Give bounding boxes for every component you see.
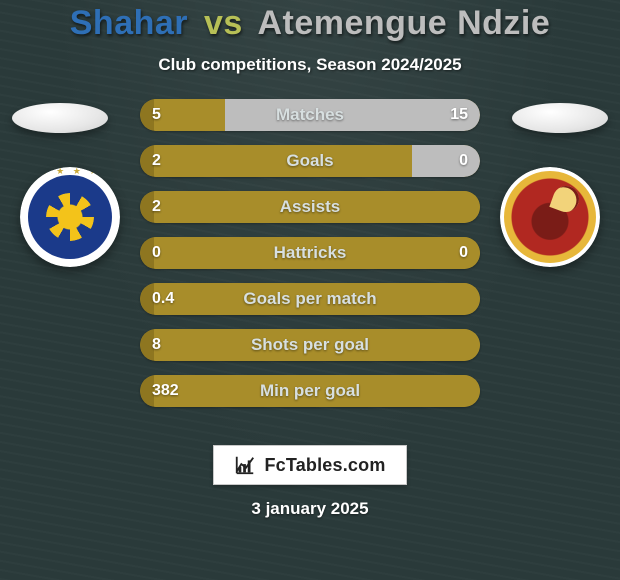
- chart-icon: [234, 454, 256, 476]
- player1-plate: [12, 103, 108, 133]
- stat-label: Assists: [140, 191, 480, 223]
- stat-label: Goals: [140, 145, 480, 177]
- stat-value-player1: 382: [140, 375, 191, 407]
- stat-value-player2: 15: [438, 99, 480, 131]
- stat-value-player1: 0.4: [140, 283, 186, 315]
- stat-label: Matches: [140, 99, 480, 131]
- brand-badge: FcTables.com: [213, 445, 406, 485]
- stat-row: Shots per goal8: [140, 329, 480, 361]
- stat-value-player2: 0: [447, 237, 480, 269]
- player2-club-crest: [500, 167, 600, 267]
- player2-plate: [512, 103, 608, 133]
- stat-label: Hattricks: [140, 237, 480, 269]
- stat-bars: Matches515Goals20Assists2Hattricks00Goal…: [140, 99, 480, 407]
- player1-name: Shahar: [70, 4, 188, 42]
- player2-name: Atemengue Ndzie: [257, 4, 550, 42]
- vs-text: vs: [204, 4, 243, 42]
- stat-value-player1: 8: [140, 329, 173, 361]
- stat-value-player1: 5: [140, 99, 173, 131]
- page-title: Shahar vs Atemengue Ndzie: [0, 4, 620, 43]
- stat-row: Goals per match0.4: [140, 283, 480, 315]
- stat-value-player2: 0: [447, 145, 480, 177]
- stat-row: Goals2 0: [140, 145, 480, 177]
- player1-club-crest: ★ ★ ★ ★: [20, 167, 120, 267]
- stat-row: Hattricks0 0: [140, 237, 480, 269]
- stat-label: Shots per goal: [140, 329, 480, 361]
- stat-value-player1: 2: [140, 145, 173, 177]
- stat-label: Min per goal: [140, 375, 480, 407]
- stat-row: Assists2: [140, 191, 480, 223]
- comparison-card: Shahar vs Atemengue Ndzie Club competiti…: [0, 0, 620, 580]
- stat-row: Matches5 15: [140, 99, 480, 131]
- comparison-body: ★ ★ ★ ★ Matches515Goals20Assists2Hattric…: [0, 99, 620, 429]
- stat-value-player1: 2: [140, 191, 173, 223]
- stat-value-player1: 0: [140, 237, 173, 269]
- stat-label: Goals per match: [140, 283, 480, 315]
- stat-row: Min per goal382: [140, 375, 480, 407]
- card-footer: FcTables.com 3 january 2025: [0, 445, 620, 519]
- date-text: 3 january 2025: [251, 499, 368, 519]
- subtitle: Club competitions, Season 2024/2025: [0, 55, 620, 75]
- brand-text: FcTables.com: [264, 455, 385, 476]
